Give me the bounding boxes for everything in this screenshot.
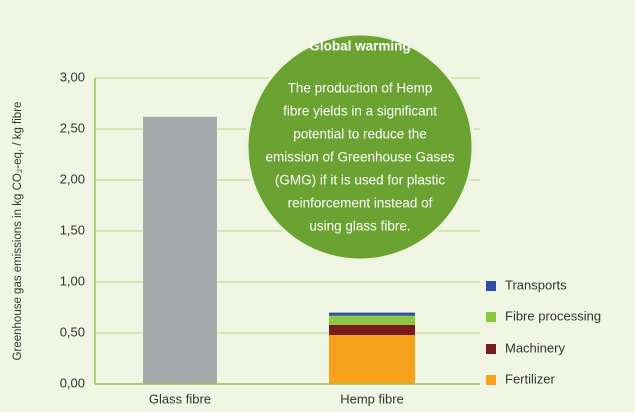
annotation-line: potential to reduce the [293,127,427,142]
bar-segment [329,315,415,325]
bar-segment [143,116,217,384]
legend-swatch [486,344,496,354]
annotation-line: reinforcement instead of [288,196,433,211]
annotation-title: Global warming [309,39,410,54]
annotation-line: The production of Hemp [288,81,433,96]
legend-label: Fibre processing [505,308,601,323]
y-tick-label: 2,50 [60,120,85,135]
x-tick-label: Glass fibre [149,391,211,406]
y-tick-label: 0,00 [60,375,85,390]
y-tick-label: 2,00 [60,171,85,186]
annotation-line: using glass fibre. [309,219,410,234]
bar-segment [329,324,415,336]
y-axis-label: Greenhouse gas emissions in kg CO₂-eq. /… [12,102,24,361]
y-tick-label: 3,00 [60,69,85,84]
x-tick-label: Hemp fibre [340,391,404,406]
annotation-line: fibre yields in a significant [283,104,437,119]
legend-swatch [486,281,496,291]
legend-label: Machinery [505,340,565,355]
bar-segment [329,312,415,316]
annotation-circle [245,32,475,262]
annotation-line: emission of Greenhouse Gases [265,150,454,165]
legend-label: Fertilizer [505,371,556,386]
annotation-line: (GMG) if it is used for plastic [275,173,446,188]
bar-segment [329,335,415,384]
y-tick-label: 0,50 [60,324,85,339]
y-tick-label: 1,00 [60,273,85,288]
y-tick-label: 1,50 [60,222,85,237]
legend-swatch [486,375,496,385]
legend-swatch [486,312,496,322]
legend-label: Transports [505,277,567,292]
